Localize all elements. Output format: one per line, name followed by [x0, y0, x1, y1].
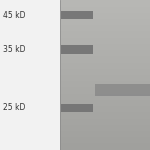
- Text: 25 kD: 25 kD: [3, 103, 25, 112]
- Text: 35 kD: 35 kD: [3, 45, 26, 54]
- Bar: [61, 45, 93, 54]
- Text: 45 kD: 45 kD: [3, 11, 26, 20]
- Bar: [0, 0, 60, 150]
- Bar: [94, 84, 150, 96]
- Bar: [61, 104, 93, 112]
- Bar: [61, 11, 93, 19]
